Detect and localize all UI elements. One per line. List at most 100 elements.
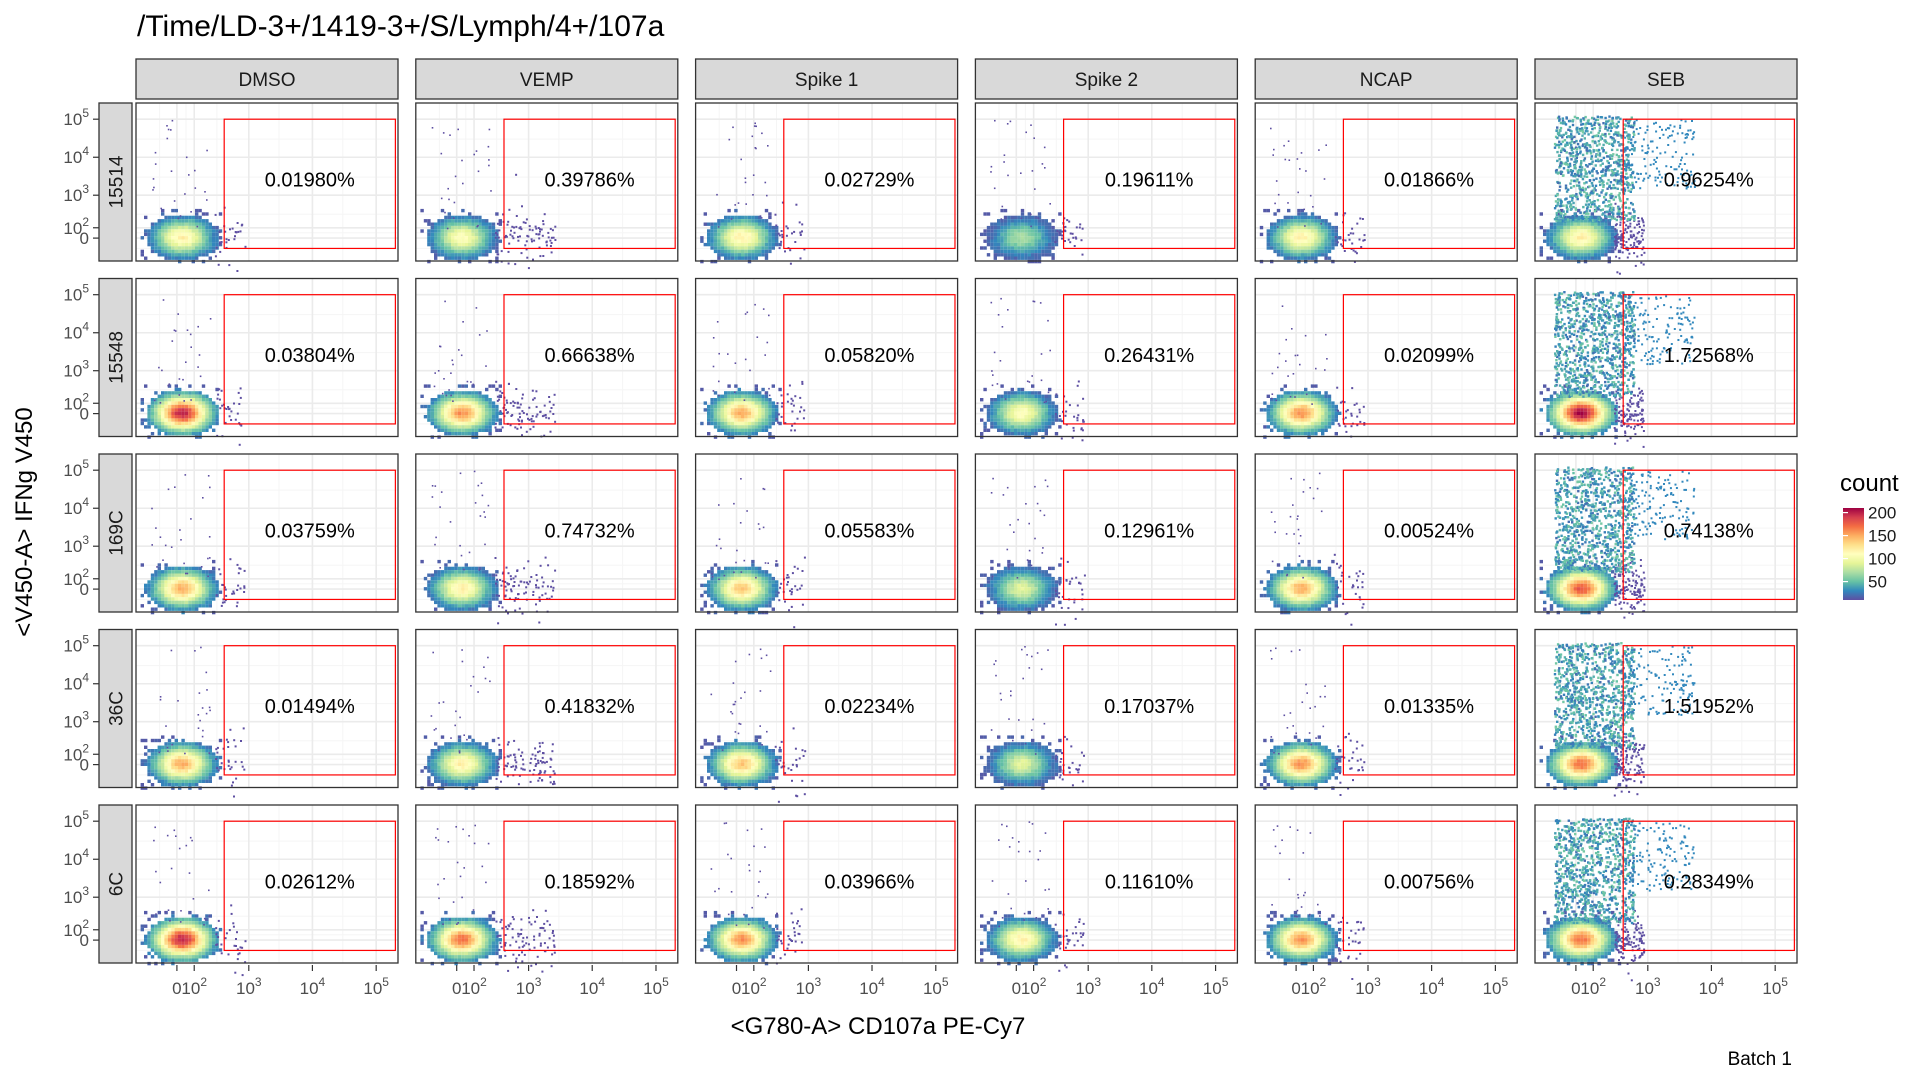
- density-cell: [191, 421, 195, 426]
- density-cell: [1563, 225, 1567, 230]
- density-cell: [1566, 236, 1571, 240]
- event-point: [1564, 184, 1568, 187]
- event-point: [1641, 232, 1644, 235]
- density-cell: [188, 398, 192, 402]
- event-point: [1611, 136, 1614, 139]
- density-cell: [993, 222, 997, 226]
- event-point: [532, 420, 535, 423]
- event-point: [791, 410, 794, 413]
- density-cell: [201, 425, 206, 429]
- density-cell: [1024, 232, 1028, 237]
- density-cell: [444, 222, 448, 226]
- density-cell: [986, 428, 991, 432]
- density-cell: [1276, 222, 1281, 226]
- event-point: [448, 198, 450, 201]
- event-point: [1630, 138, 1633, 141]
- event-point: [1586, 165, 1589, 168]
- event-point: [1594, 159, 1598, 162]
- density-cell: [720, 408, 724, 412]
- event-point: [1564, 219, 1567, 222]
- event-point: [1664, 151, 1667, 154]
- event-point: [1576, 126, 1579, 130]
- event-point: [217, 393, 220, 396]
- event-point: [167, 384, 169, 387]
- density-cell: [1287, 219, 1291, 223]
- event-point: [1616, 212, 1619, 215]
- density-cell: [188, 222, 192, 226]
- density-cell: [171, 215, 175, 220]
- event-point: [1593, 200, 1596, 203]
- density-cell: [1017, 246, 1021, 250]
- density-cell: [178, 246, 182, 250]
- event-point: [990, 171, 992, 173]
- density-cell: [171, 401, 175, 405]
- event-point: [1577, 172, 1580, 175]
- density-cell: [1044, 408, 1048, 412]
- density-cell: [478, 239, 482, 243]
- event-point: [1566, 169, 1569, 172]
- density-cell: [1297, 408, 1301, 412]
- density-cell: [1590, 253, 1594, 257]
- event-point: [1363, 423, 1366, 426]
- density-cell: [464, 229, 468, 233]
- density-cell: [1034, 256, 1038, 260]
- density-cell: [713, 421, 718, 426]
- density-cell: [1321, 418, 1325, 422]
- event-point: [532, 398, 535, 401]
- event-point: [1615, 117, 1618, 120]
- density-cell: [468, 398, 472, 402]
- event-point: [1630, 201, 1633, 205]
- event-point: [1044, 167, 1046, 169]
- event-point: [206, 199, 208, 201]
- density-cell: [1293, 225, 1298, 230]
- event-point: [1555, 204, 1558, 208]
- event-point: [1638, 231, 1641, 234]
- density-cell: [1287, 401, 1291, 405]
- event-point: [1556, 126, 1559, 129]
- density-cell: [1556, 411, 1560, 415]
- density-cell: [764, 421, 769, 426]
- density-cell: [1600, 225, 1605, 230]
- density-cell: [201, 225, 206, 230]
- density-cell: [771, 246, 775, 250]
- density-cell: [993, 415, 997, 419]
- density-cell: [451, 253, 455, 257]
- density-cell: [451, 222, 455, 226]
- event-point: [1627, 136, 1630, 139]
- density-cell: [1560, 236, 1564, 240]
- event-point: [1581, 186, 1584, 190]
- event-point: [215, 246, 218, 249]
- density-cell: [1041, 229, 1045, 233]
- density-cell: [1048, 418, 1052, 422]
- density-cell: [754, 222, 758, 226]
- density-cell: [1583, 219, 1588, 223]
- density-cell: [768, 401, 772, 405]
- density-cell: [444, 408, 448, 412]
- event-point: [1594, 141, 1597, 145]
- density-cell: [1321, 236, 1325, 240]
- density-cell: [1297, 236, 1301, 240]
- event-point: [521, 397, 524, 400]
- event-point: [1641, 217, 1643, 220]
- event-point: [524, 244, 527, 247]
- event-point: [461, 159, 463, 162]
- event-point: [1577, 168, 1581, 172]
- event-point: [454, 175, 457, 178]
- density-cell: [730, 253, 735, 257]
- density-cell: [1324, 229, 1328, 233]
- density-cell: [1293, 411, 1298, 415]
- density-cell: [167, 421, 172, 426]
- event-point: [1619, 178, 1623, 181]
- density-cell: [754, 415, 758, 419]
- density-cell: [1324, 236, 1328, 240]
- event-point: [1566, 218, 1570, 221]
- density-cell: [461, 408, 465, 412]
- density-cell: [1283, 236, 1287, 240]
- density-cell: [454, 256, 458, 260]
- event-point: [737, 202, 740, 204]
- event-point: [457, 128, 459, 131]
- density-cell: [184, 404, 189, 409]
- event-point: [1061, 230, 1064, 233]
- event-point: [1564, 218, 1567, 221]
- density-cell: [1287, 249, 1291, 254]
